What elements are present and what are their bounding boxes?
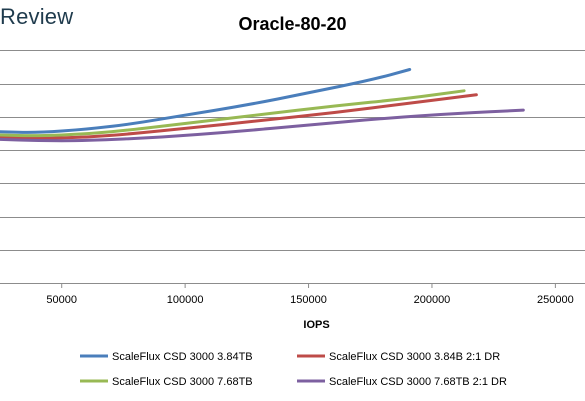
series-line-3 [0,108,525,143]
x-axis-label: IOPS [303,319,329,331]
legend-label-3: ScaleFlux CSD 3000 7.68TB 2:1 DR [329,376,507,388]
gridlines [0,50,585,251]
x-tick-label-0: 50000 [46,294,77,306]
x-tick-label-4: 250000 [537,294,574,306]
series-line-2 [0,89,466,138]
legend: ScaleFlux CSD 3000 3.84TB ScaleFlux CSD 3… [80,351,507,388]
series-lines [0,68,525,143]
legend-label-1: ScaleFlux CSD 3000 3.84B 2:1 DR [329,351,500,363]
site-logo-text: Review [0,4,74,29]
legend-label-2: ScaleFlux CSD 3000 7.68TB [112,376,253,388]
legend-label-0: ScaleFlux CSD 3000 3.84TB [112,351,253,363]
x-tick-label-1: 100000 [167,294,204,306]
x-tick-label-3: 200000 [414,294,451,306]
series-line-1 [0,93,478,140]
chart-title: Oracle-80-20 [238,14,347,34]
series-line-0 [0,68,412,134]
x-axis: 50000 100000 150000 200000 250000 [0,283,585,306]
x-tick-label-2: 150000 [290,294,327,306]
